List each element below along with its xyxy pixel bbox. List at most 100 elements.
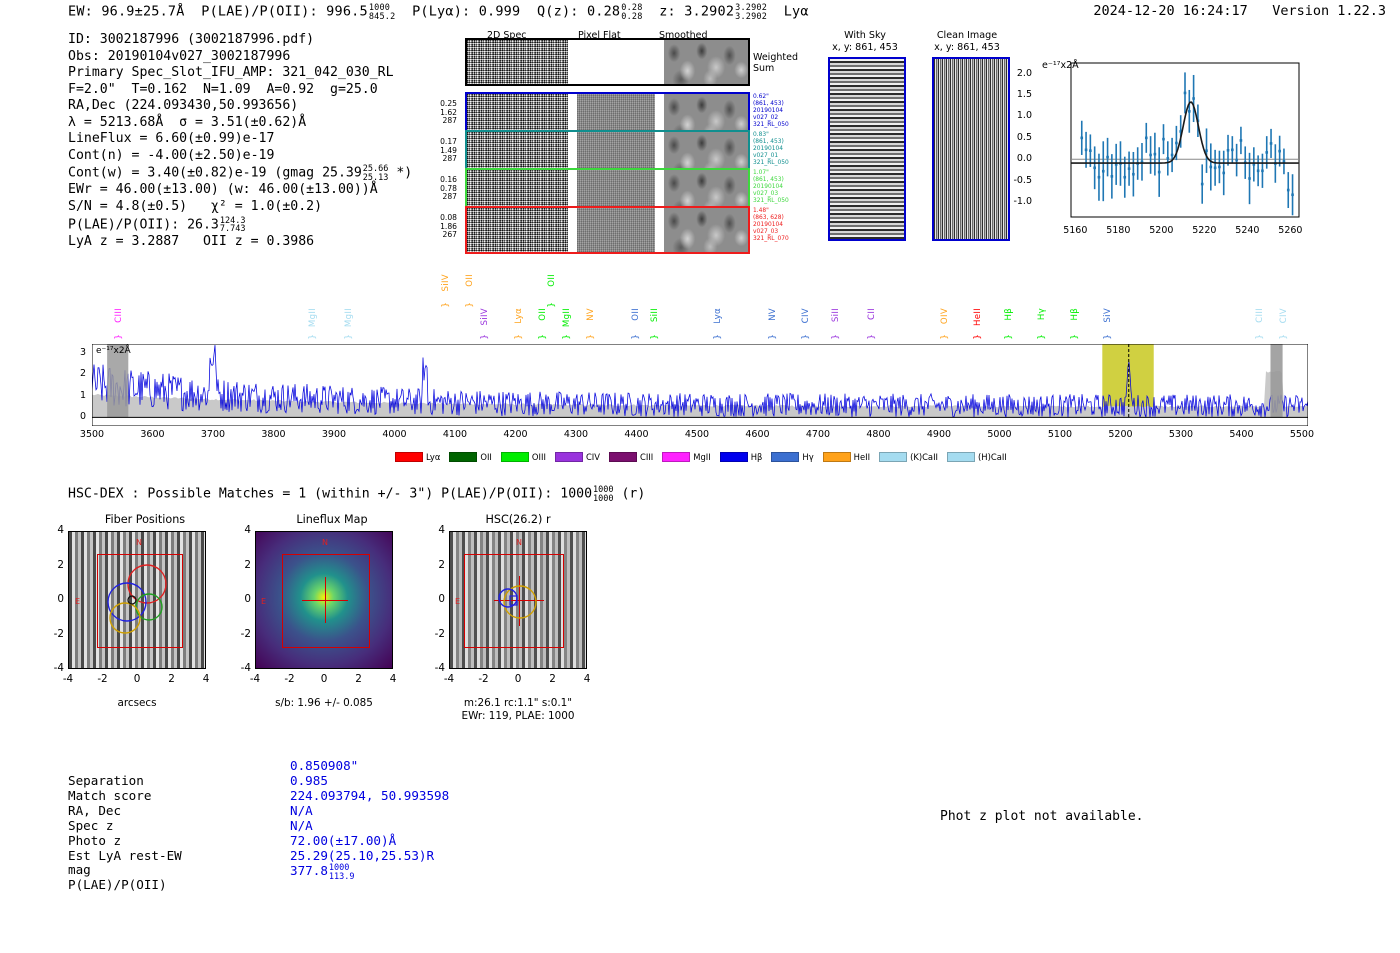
emission-line-brace: } bbox=[831, 334, 842, 340]
emission-line-label: OIV bbox=[940, 308, 950, 325]
emission-line-brace: } bbox=[940, 334, 950, 340]
hsc-image[interactable]: N E bbox=[449, 531, 587, 669]
spec-strip-grid: 2D Spec Pixel Flat Smoothed Weighted Sum… bbox=[415, 30, 798, 254]
param-cont-n: Cont(n) = -4.00(±2.50)e-19 bbox=[68, 147, 275, 163]
strip-2dspec bbox=[467, 40, 569, 84]
hsc-overlay-circles: N E bbox=[455, 538, 537, 619]
emission-line-brace: } bbox=[1254, 334, 1265, 340]
xtick: 5200 bbox=[1108, 429, 1133, 440]
ytick: -0.5 bbox=[1013, 174, 1032, 186]
ytick: 0 bbox=[79, 411, 86, 423]
match-row-value: N/A bbox=[290, 802, 313, 818]
emission-line-brace: } bbox=[1103, 334, 1114, 340]
qz-lo: 0.28 bbox=[621, 11, 643, 22]
lineflux-map-image[interactable]: N E bbox=[255, 531, 393, 669]
xtick: 5240 bbox=[1235, 225, 1260, 236]
fiber-xlabel: arcsecs bbox=[117, 697, 157, 709]
legend-swatch bbox=[500, 452, 529, 462]
emission-line-label: CII bbox=[867, 308, 878, 320]
ytick: 0.5 bbox=[1016, 131, 1032, 143]
emission-line-label: SiII bbox=[649, 308, 660, 323]
emission-line-label: SiIV bbox=[480, 308, 491, 326]
spec-strip-row[interactable] bbox=[465, 38, 750, 86]
emission-line-brace: } bbox=[480, 334, 491, 340]
emission-line-brace: } bbox=[800, 334, 811, 340]
emission-line-brace: } bbox=[561, 334, 572, 340]
emission-line-brace: } bbox=[344, 334, 355, 340]
panel-xtick: 0 bbox=[514, 673, 522, 685]
panel-xtick: 2 bbox=[168, 673, 175, 685]
legend-item: (K)CaII bbox=[879, 452, 938, 462]
z-lo: 3.2902 bbox=[735, 11, 768, 22]
xtick: 5000 bbox=[987, 429, 1012, 440]
fiber-red-box bbox=[97, 554, 183, 648]
legend-label: OIII bbox=[531, 452, 546, 462]
full-spectrum-svg bbox=[91, 343, 1309, 427]
param-ewr: EWr = 46.00(±13.00) (w: 46.00(±13.00))Å bbox=[68, 182, 378, 198]
emission-line-brace: } bbox=[1036, 334, 1047, 340]
ytick: 1 bbox=[79, 389, 86, 401]
legend-item: HeII bbox=[822, 452, 870, 462]
param-plae: P(LAE)/P(OII): 26.3 124.3 7.743 bbox=[68, 216, 412, 234]
panel-ytick: -2 bbox=[53, 627, 64, 640]
strip-left-stats: 0.25 1.62 287 bbox=[440, 99, 457, 126]
xtick: 4600 bbox=[745, 429, 770, 440]
match-row-key: Est LyA rest-EW bbox=[68, 847, 182, 863]
strip-smoothed bbox=[663, 208, 748, 252]
emission-line-label: HeII bbox=[973, 308, 984, 327]
emission-line-brace: } bbox=[767, 334, 778, 340]
legend-item: MgII bbox=[662, 452, 711, 462]
xtick: 3700 bbox=[200, 429, 226, 440]
param-plae-pre: P(LAE)/P(OII): 26.3 bbox=[68, 217, 219, 233]
legend-swatch bbox=[879, 452, 908, 462]
match-row-value: 72.00(±17.00)Å bbox=[290, 832, 397, 848]
legend-label: (H)CaII bbox=[978, 452, 1007, 462]
emission-line-label: SiV bbox=[1103, 308, 1114, 323]
xtick: 5400 bbox=[1229, 429, 1254, 440]
panel-ytick: 2 bbox=[438, 558, 445, 571]
match-row-value: 25.29(25.10,25.53)R bbox=[290, 847, 435, 863]
line-profile-plot: e⁻¹⁷x2Å bbox=[1035, 57, 1305, 221]
legend-item: Hβ bbox=[719, 452, 762, 462]
hsc-red-box bbox=[464, 554, 564, 648]
weighted-sum-label: Weighted Sum bbox=[753, 52, 798, 74]
emission-line-brace: } bbox=[973, 334, 984, 340]
param-plae-lo: 7.743 bbox=[219, 224, 246, 235]
svg-text:N: N bbox=[322, 538, 328, 547]
match-last-hi: 1000 bbox=[328, 863, 350, 874]
spec-strip-row[interactable] bbox=[465, 206, 750, 254]
xtick: 3800 bbox=[261, 429, 286, 440]
cutout-title-clean: Clean Image x, y: 861, 453 bbox=[934, 30, 1000, 53]
emission-line-brace: } bbox=[537, 334, 548, 340]
emission-line-label: MgII bbox=[344, 308, 355, 328]
ytick: 2.0 bbox=[1016, 67, 1032, 79]
param-lambda: λ = 5213.68Å σ = 3.51(±0.62)Å bbox=[68, 114, 307, 130]
emission-line-brace: } bbox=[440, 302, 451, 308]
panel-xtick: 2 bbox=[549, 673, 556, 685]
strip-col-title-smoothed: Smoothed bbox=[659, 30, 708, 41]
panel-ytick: -4 bbox=[53, 662, 64, 674]
emission-line-brace: } bbox=[513, 334, 524, 340]
fiber-positions-image[interactable]: N E bbox=[68, 531, 206, 669]
match-row-value: N/A bbox=[290, 817, 313, 833]
lineflux-compass: N E bbox=[261, 538, 328, 606]
legend-item: Hγ bbox=[771, 452, 814, 462]
ew-value: 96.9±25.7Å bbox=[101, 3, 185, 20]
xtick: 5500 bbox=[1289, 429, 1315, 440]
panel-ytick: 4 bbox=[57, 524, 64, 536]
param-cont-w: Cont(w) = 3.40(±0.82)e-19 (gmag 25.39 25.… bbox=[68, 164, 412, 182]
param-radec: RA,Dec (224.093430,50.993656) bbox=[68, 98, 299, 114]
match-row-key: Match score bbox=[68, 787, 152, 803]
strip-right-meta: 1.07" (861, 453) 20190104 v027_03 321_RL_050 bbox=[753, 170, 789, 205]
xtick: 4800 bbox=[866, 429, 891, 440]
ytick: 1.0 bbox=[1016, 110, 1032, 122]
param-redshifts: LyA z = 3.2887 OII z = 0.3986 bbox=[68, 233, 315, 249]
emission-line-brace: } bbox=[114, 334, 125, 340]
match-row-value: 224.093794, 50.993598 bbox=[290, 787, 450, 803]
svg-text:E: E bbox=[455, 597, 460, 606]
panel-xtick: 4 bbox=[583, 673, 591, 685]
emission-line-brace: } bbox=[713, 334, 724, 340]
plae-label: P(LAE)/P(OII): bbox=[201, 3, 318, 20]
param-cont-w-lo: 25.13 bbox=[362, 172, 389, 183]
emission-line-brace: } bbox=[465, 302, 476, 308]
